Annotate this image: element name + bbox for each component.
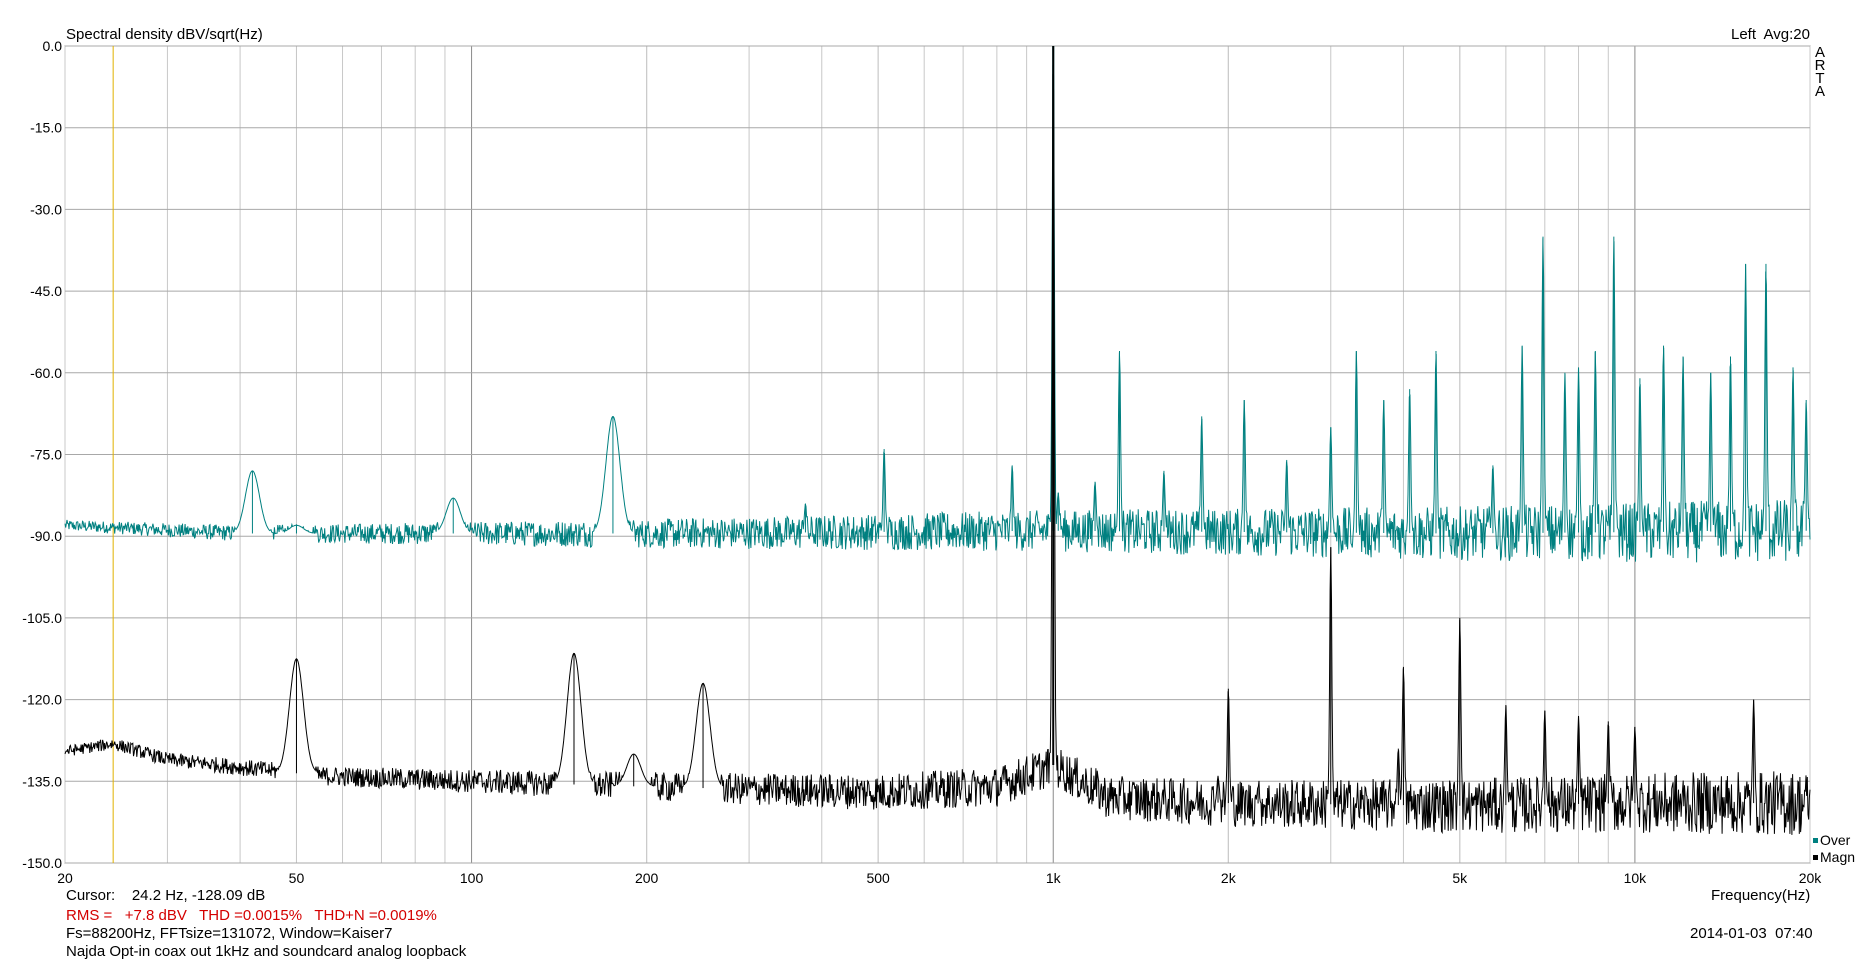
traces xyxy=(64,46,1811,835)
y-tick-labels: 0.0 -15.0 -30.0 -45.0 -60.0 -75.0 -90.0 -105.0 -… xyxy=(22,38,62,871)
x-tick-label: 10k xyxy=(1624,870,1648,886)
y-tick-label: -45.0 xyxy=(30,283,62,299)
legend-swatch xyxy=(1813,838,1818,843)
x-tick-label: 1k xyxy=(1046,870,1062,886)
y-tick-label: -75.0 xyxy=(30,447,62,463)
y-tick-label: -90.0 xyxy=(30,528,62,544)
chart-title: Spectral density dBV/sqrt(Hz) xyxy=(66,26,263,43)
x-axis-label: Frequency(Hz) xyxy=(1711,887,1811,904)
y-tick-label: -60.0 xyxy=(30,365,62,381)
rms-thd-readout: RMS = +7.8 dBV THD =0.0015% THD+N =0.001… xyxy=(66,907,437,924)
x-tick-label: 2k xyxy=(1221,870,1237,886)
x-tick-label: 20 xyxy=(57,870,73,886)
series-line-over xyxy=(64,64,1811,563)
legend-entry-over: Over xyxy=(1820,832,1851,848)
brand-letter: A xyxy=(1814,83,1825,100)
fft-settings: Fs=88200Hz, FFTsize=131072, Window=Kaise… xyxy=(66,925,393,942)
y-tick-label: 0.0 xyxy=(43,38,63,54)
channel-info: Left Avg:20 xyxy=(1731,26,1810,43)
brand-letter: R xyxy=(1814,57,1826,74)
x-tick-label: 50 xyxy=(289,870,305,886)
legend-entry-magn: Magn xyxy=(1820,849,1855,865)
arta-brand: A R T A xyxy=(1814,44,1826,100)
y-tick-label: -135.0 xyxy=(22,773,62,789)
x-tick-label: 5k xyxy=(1452,870,1468,886)
y-tick-label: -30.0 xyxy=(30,201,62,217)
y-tick-label: -150.0 xyxy=(22,855,62,871)
cursor-readout: Cursor: 24.2 Hz, -128.09 dB xyxy=(66,887,266,904)
x-tick-label: 200 xyxy=(635,870,659,886)
y-tick-label: -120.0 xyxy=(22,692,62,708)
x-tick-label: 500 xyxy=(866,870,890,886)
y-tick-label: -105.0 xyxy=(22,610,62,626)
series-line-magn xyxy=(64,74,1811,835)
x-tick-label: 20k xyxy=(1799,870,1823,886)
x-tick-label: 100 xyxy=(460,870,484,886)
legend-swatch xyxy=(1813,855,1818,860)
y-tick-label: -15.0 xyxy=(30,120,62,136)
brand-letter: T xyxy=(1815,70,1825,87)
x-tick-labels: 20 50 100 200 500 1k 2k 5k 10k 20k xyxy=(57,870,1822,886)
timestamp: 2014-01-03 07:40 xyxy=(1690,925,1813,942)
measurement-note: Najda Opt-in coax out 1kHz and soundcard… xyxy=(66,943,467,960)
brand-letter: A xyxy=(1814,44,1825,61)
